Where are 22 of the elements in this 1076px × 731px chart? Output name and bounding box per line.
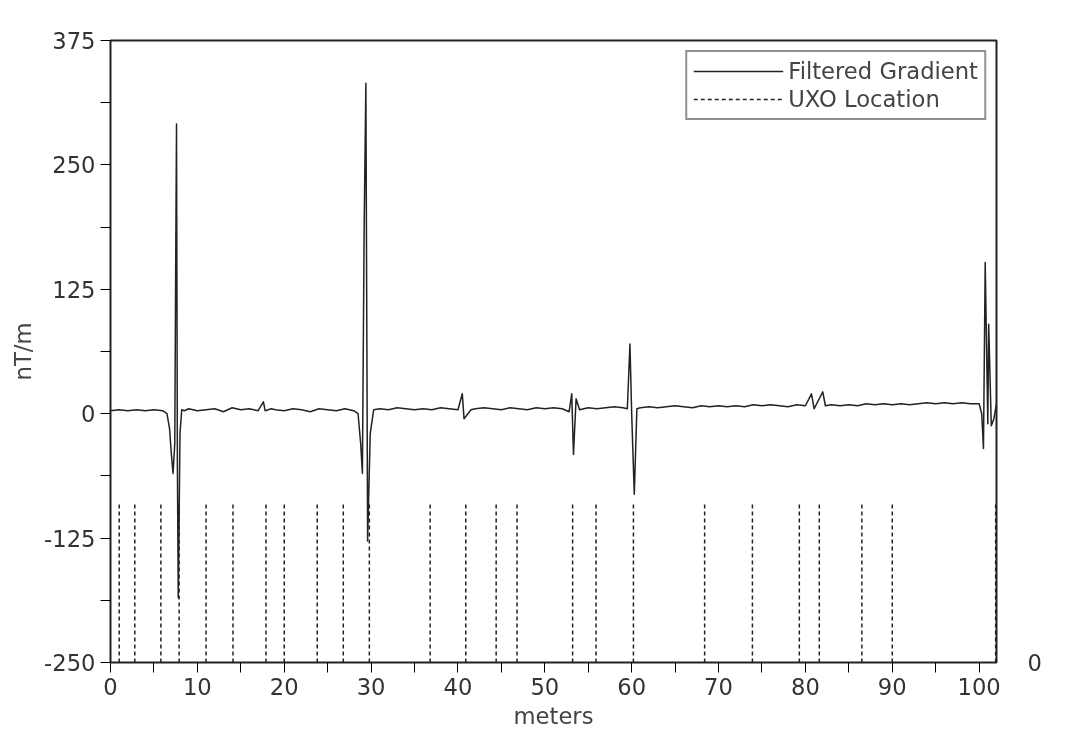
x-tick-label: 10: [182, 673, 212, 700]
y-axis-title: nT/m: [10, 322, 37, 381]
x-tick-label: 0: [103, 673, 118, 700]
text: 0: [1027, 650, 1042, 676]
x-tick-label: 80: [790, 673, 820, 700]
x-tick-label: 60: [617, 673, 647, 700]
y-tick-label: -125: [44, 525, 96, 552]
x-tick-label: 90: [877, 673, 907, 700]
x-tick-label: 30: [356, 673, 386, 700]
x-tick-label: 50: [530, 673, 560, 700]
y-tick-label: 0: [81, 401, 96, 428]
legend-label: Filtered Gradient: [788, 58, 978, 84]
x-tick-label: 20: [269, 673, 299, 700]
y-tick-label: -250: [44, 650, 96, 676]
x-tick-label: 70: [704, 673, 733, 700]
legend-label: UXO Location: [788, 86, 940, 112]
y-tick-label: 125: [52, 276, 96, 303]
y-tick-label: 250: [52, 152, 96, 179]
y-tick-label: 375: [52, 28, 96, 54]
x-tick-label: 40: [443, 673, 473, 700]
x-axis-title: meters: [513, 702, 594, 729]
x-tick-label: 100: [957, 673, 1001, 700]
